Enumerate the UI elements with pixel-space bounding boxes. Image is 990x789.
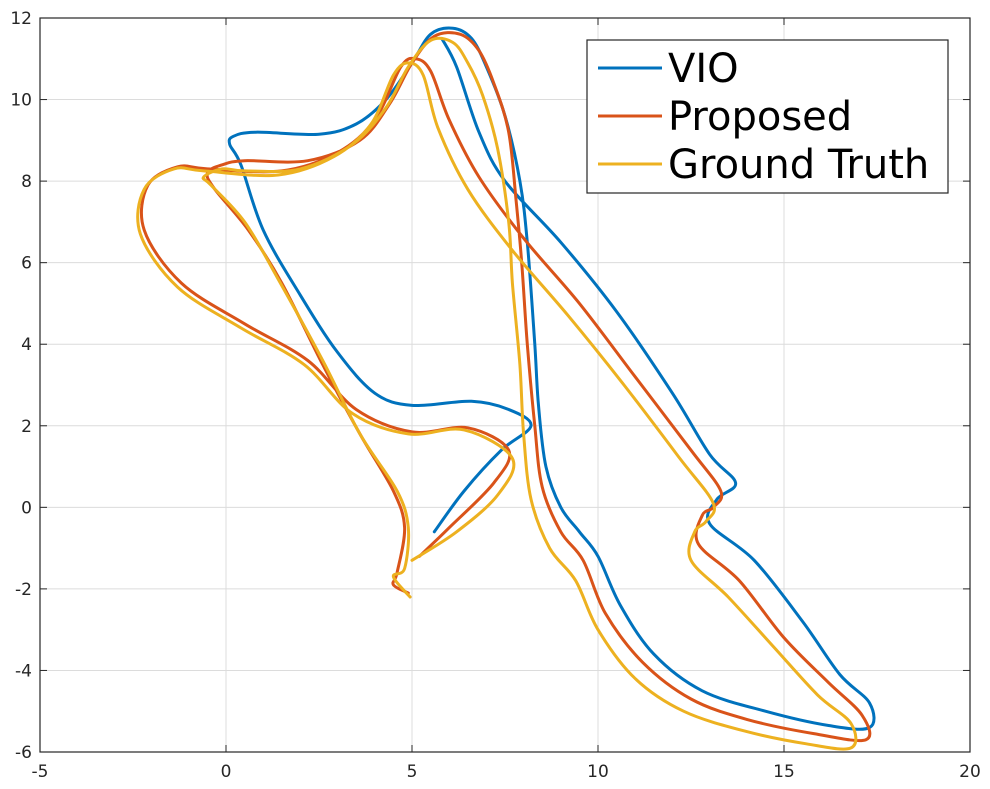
y-tick-label: 0 (21, 498, 32, 518)
x-tick-label: 20 (959, 762, 981, 782)
legend-label-vio: VIO (668, 46, 739, 92)
y-tick-label: 12 (10, 9, 32, 29)
plot-frame (39, 17, 971, 753)
y-tick-label: 8 (21, 172, 32, 192)
legend: VIO Proposed Ground Truth (586, 39, 949, 194)
legend-label-proposed: Proposed (668, 94, 852, 140)
series-layer (136, 26, 876, 751)
legend-label-ground-truth: Ground Truth (668, 142, 929, 188)
series-line-vio (227, 26, 876, 731)
axis-ticks (39, 17, 971, 753)
y-tick-label: 6 (21, 254, 32, 274)
x-tick-label: 10 (587, 762, 609, 782)
y-tick-label: 2 (21, 417, 32, 437)
x-tick-label: 0 (221, 762, 232, 782)
x-tick-label: -5 (32, 762, 49, 782)
y-tick-label: 10 (10, 91, 32, 111)
y-tick-label: -6 (15, 743, 32, 763)
series-line-ground-truth (136, 36, 858, 751)
x-axis-tick-labels: -5 0 5 10 15 20 (32, 762, 981, 782)
y-tick-label: -4 (15, 661, 32, 681)
y-tick-label: 4 (21, 335, 32, 355)
x-tick-label: 15 (773, 762, 795, 782)
y-tick-label: -2 (15, 580, 32, 600)
x-tick-label: 5 (407, 762, 418, 782)
y-axis-tick-labels: -6 -4 -2 0 2 4 6 8 10 12 (10, 9, 32, 763)
